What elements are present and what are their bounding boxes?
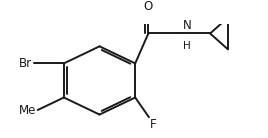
Text: F: F bbox=[150, 118, 157, 131]
Text: Br: Br bbox=[19, 57, 32, 70]
Text: N: N bbox=[183, 19, 192, 32]
Text: O: O bbox=[144, 0, 153, 13]
Text: Me: Me bbox=[19, 104, 36, 116]
Text: H: H bbox=[183, 41, 191, 51]
